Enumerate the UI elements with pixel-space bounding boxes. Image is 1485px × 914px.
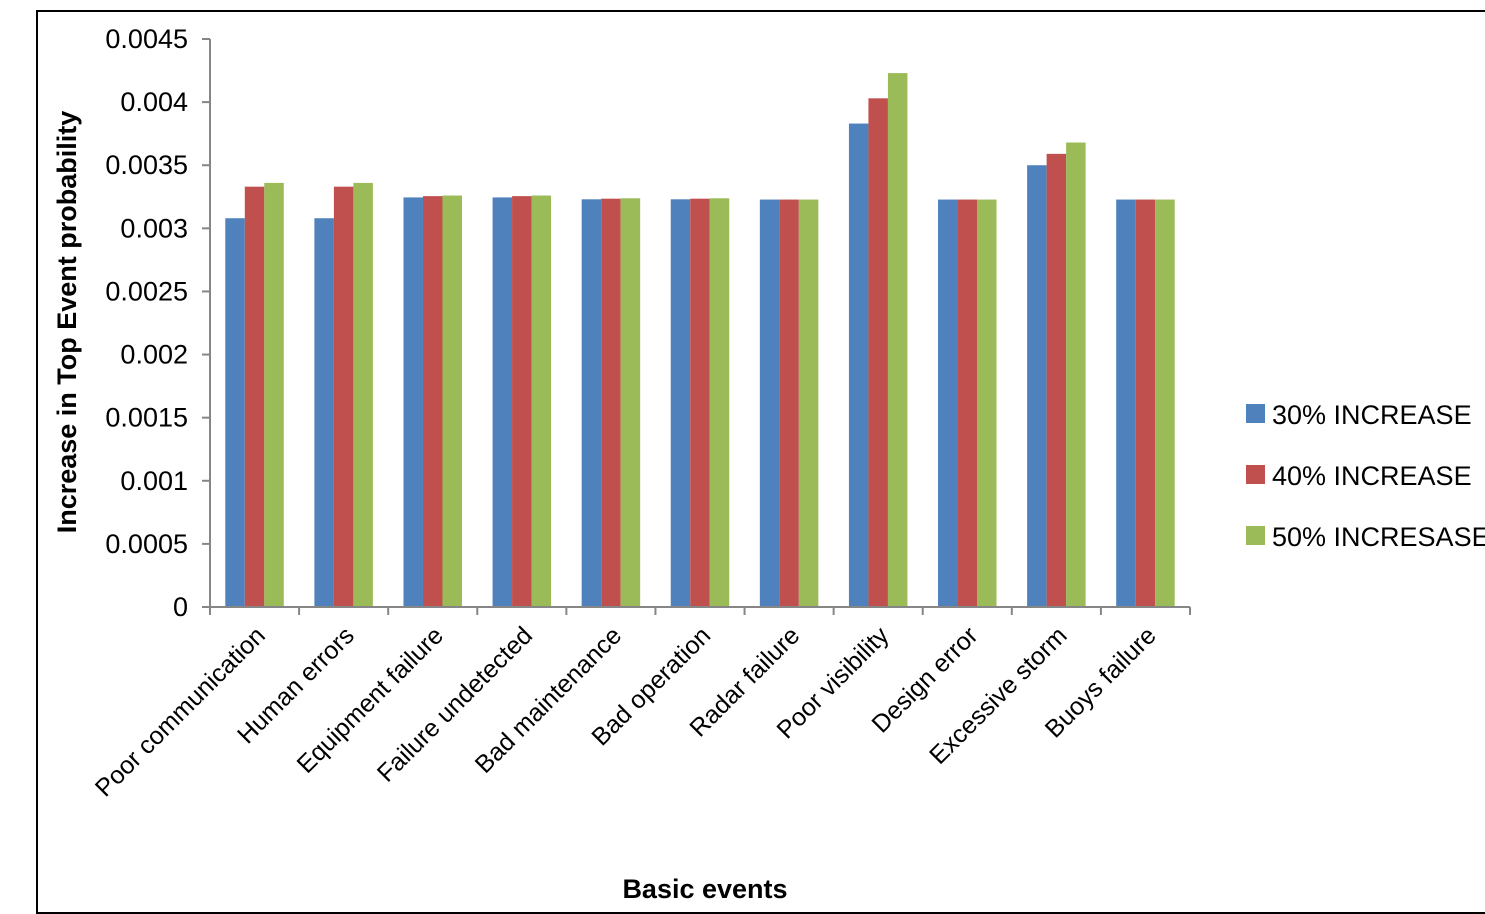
bar-3-5 — [620, 198, 641, 607]
y-tick-label: 0.004 — [120, 87, 188, 117]
bar-1-9 — [938, 199, 958, 607]
bar-2-3 — [422, 196, 443, 607]
bar-3-1 — [264, 182, 284, 608]
legend-swatch — [1246, 404, 1265, 423]
bar-1-6 — [670, 199, 691, 607]
bar-1-1 — [225, 218, 245, 608]
legend-label: 50% INCRESASE — [1272, 522, 1485, 552]
x-axis-title: Basic events — [622, 874, 787, 904]
bar-2-11 — [1135, 199, 1156, 607]
y-tick-label: 0.0015 — [105, 403, 188, 433]
chart-frame — [36, 10, 1485, 914]
bar-1-8 — [848, 123, 869, 608]
legend: 30% INCREASE 40% INCREASE 50% INCRESASE — [1246, 400, 1485, 552]
bar-3-4 — [531, 195, 552, 607]
bar-2-2 — [333, 186, 354, 607]
bar-3-2 — [353, 182, 373, 608]
category-label: Poor communication — [90, 621, 271, 802]
y-tick-label: 0.0025 — [105, 276, 188, 306]
y-axis-ticks: 0 0.0005 0.001 0.0015 0.002 0.0025 0.003 0.0035… — [105, 24, 210, 622]
bar-2-4 — [512, 196, 532, 607]
legend-label: 40% INCREASE — [1272, 461, 1472, 491]
y-axis-title: Increase in Top Event probability — [52, 111, 82, 534]
y-tick-label: 0.0035 — [105, 150, 188, 180]
category-label: Failure undetected — [372, 621, 538, 787]
y-tick-label: 0.002 — [120, 340, 188, 370]
bar-1-3 — [403, 197, 423, 608]
bar-3-7 — [798, 199, 819, 607]
bar-1-5 — [581, 199, 602, 607]
bar-2-9 — [957, 199, 978, 607]
bars — [225, 73, 1175, 608]
legend-label: 30% INCREASE — [1272, 400, 1472, 430]
y-tick-label: 0.001 — [120, 466, 188, 496]
bar-1-11 — [1116, 199, 1136, 607]
bar-3-6 — [709, 198, 730, 607]
y-tick-label: 0.0045 — [105, 24, 188, 54]
y-tick-label: 0.0005 — [105, 529, 188, 559]
bar-3-3 — [442, 195, 462, 607]
x-axis-ticks — [209, 607, 1191, 615]
bar-2-5 — [601, 198, 621, 607]
bar-1-4 — [492, 197, 513, 608]
bar-3-10 — [1066, 142, 1086, 607]
bar-1-2 — [314, 218, 334, 608]
bar-1-10 — [1027, 165, 1047, 607]
legend-swatch — [1246, 526, 1265, 545]
legend-swatch — [1246, 465, 1265, 484]
y-tick-label: 0 — [173, 592, 188, 622]
bar-3-9 — [977, 199, 997, 607]
bar-2-10 — [1046, 153, 1067, 607]
bar-1-7 — [759, 199, 780, 607]
bar-2-8 — [868, 98, 888, 607]
bar-2-7 — [779, 199, 799, 607]
bar-3-11 — [1155, 199, 1175, 607]
y-tick-label: 0.003 — [120, 213, 188, 243]
bar-2-1 — [244, 186, 265, 607]
bar-2-6 — [690, 198, 710, 607]
bar-3-8 — [887, 73, 908, 607]
